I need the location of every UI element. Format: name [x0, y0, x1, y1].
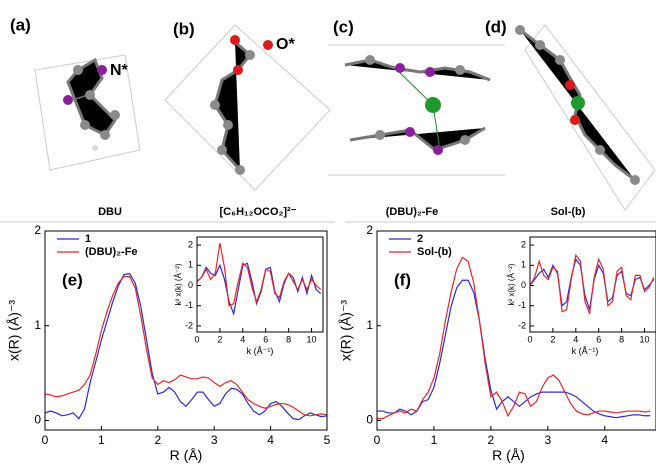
- panel-label: (a): [10, 15, 31, 34]
- legend-label: (DBU)₂-Fe: [85, 246, 138, 258]
- x-tick-label: 0: [42, 433, 49, 447]
- x-tick-label: 3: [211, 433, 218, 447]
- x-axis-title: R (Å): [492, 447, 525, 463]
- x-tick-label: 5: [324, 433, 331, 447]
- x-tick-label: 1: [98, 433, 105, 447]
- y-tick-label: 2: [188, 239, 193, 249]
- x-tick-label: 2: [154, 433, 161, 447]
- caption: Sol-(b): [551, 206, 586, 218]
- y-tick-label: 1: [366, 318, 373, 332]
- x-tick-label: 8: [286, 334, 291, 344]
- x-tick-label: 1: [431, 433, 438, 447]
- y-axis-title: x(R) (Å)⁻³: [338, 300, 354, 361]
- y-tick-label: 1: [34, 318, 41, 332]
- y-axis-title: k² x(k) (Å⁻²): [174, 263, 183, 305]
- y-tick-label: 0: [34, 413, 41, 427]
- legend-label: Sol-(b): [417, 246, 452, 258]
- x-tick-label: 8: [619, 334, 624, 344]
- y-tick-label: 2: [521, 239, 526, 249]
- x-axis-title: k (Å⁻¹): [572, 346, 599, 356]
- x-tick-label: 10: [307, 334, 317, 344]
- panel-label: (f): [394, 270, 411, 289]
- y-tick-label: 2: [366, 223, 373, 237]
- y-tick-label: -2: [185, 320, 193, 330]
- legend-label: 1: [85, 233, 91, 245]
- y-tick-label: -1: [518, 300, 526, 310]
- caption: DBU: [98, 206, 122, 218]
- molecule-d: [515, 25, 655, 210]
- x-tick-label: 0: [527, 334, 532, 344]
- panel-label: (b): [173, 19, 195, 38]
- x-tick-label: 2: [550, 334, 555, 344]
- x-tick-label: 4: [267, 433, 274, 447]
- x-tick-label: 4: [573, 334, 578, 344]
- y-tick-label: -2: [518, 320, 526, 330]
- y-axis-title: k² x(k) (Å⁻²): [507, 263, 516, 305]
- annotation: N*: [110, 62, 129, 79]
- y-axis-title: x(R) (Å)⁻³: [6, 300, 22, 361]
- panel-label: (d): [485, 17, 507, 36]
- x-tick-label: 3: [544, 433, 551, 447]
- y-tick-label: 2: [34, 223, 41, 237]
- figure: (a) N* DBU (b) O* [C₆H₁₂OCO₂]²⁻ (c) (DBU…: [0, 0, 656, 464]
- y-tick-label: 0: [366, 413, 373, 427]
- x-tick-label: 10: [640, 334, 650, 344]
- molecule-c: [328, 45, 505, 175]
- x-tick-label: 2: [217, 334, 222, 344]
- caption: [C₆H₁₂OCO₂]²⁻: [219, 206, 296, 218]
- caption: (DBU)₂-Fe: [386, 206, 439, 218]
- y-tick-label: -1: [185, 300, 193, 310]
- y-tick-label: 1: [188, 260, 193, 270]
- y-tick-label: 0: [521, 280, 526, 290]
- x-axis-title: R (Å): [170, 447, 203, 463]
- x-tick-label: 0: [194, 334, 199, 344]
- x-tick-label: 4: [601, 433, 608, 447]
- x-tick-label: 2: [488, 433, 495, 447]
- x-tick-label: 6: [596, 334, 601, 344]
- x-tick-label: 0: [374, 433, 381, 447]
- x-tick-label: 4: [240, 334, 245, 344]
- molecule-b: [165, 25, 330, 190]
- panel-label: (e): [62, 270, 83, 289]
- panel-label: (c): [333, 17, 354, 36]
- y-tick-label: 0: [188, 280, 193, 290]
- legend-label: 2: [417, 233, 423, 245]
- y-tick-label: 1: [521, 260, 526, 270]
- x-axis-title: k (Å⁻¹): [247, 346, 274, 356]
- annotation: O*: [276, 36, 295, 53]
- x-tick-label: 6: [263, 334, 268, 344]
